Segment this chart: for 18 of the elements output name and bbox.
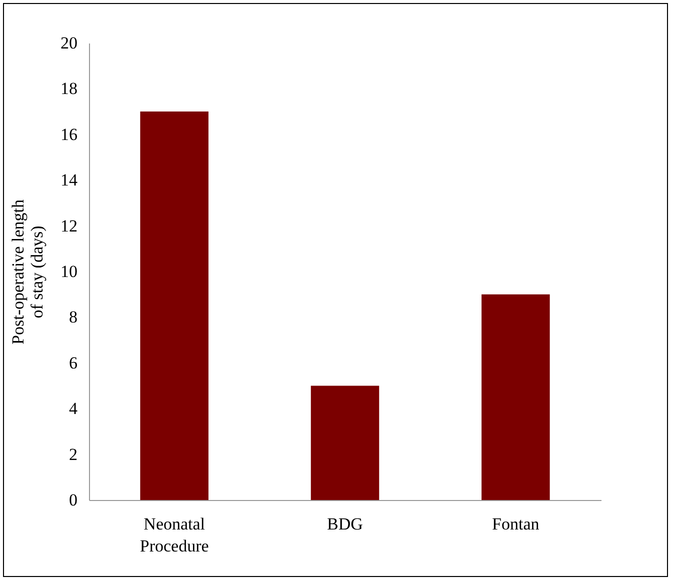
- x-tick-label: Neonatal Procedure: [140, 514, 209, 556]
- y-tick-label: 0: [69, 490, 78, 510]
- y-tick-label: 16: [60, 124, 78, 144]
- bar: [310, 386, 380, 500]
- y-tick-label: 18: [60, 79, 78, 98]
- y-tick-label: 4: [69, 399, 78, 418]
- y-tick-label: 10: [60, 262, 78, 281]
- y-axis-title: Post-operative length of stay (days): [8, 199, 46, 344]
- x-tick-label: BDG: [327, 514, 363, 534]
- y-tick-label: 2: [69, 444, 78, 464]
- y-tick-label: 20: [60, 34, 78, 52]
- y-tick-label: 8: [69, 308, 78, 327]
- bar: [140, 112, 208, 500]
- y-tick-label: 6: [69, 353, 78, 372]
- y-tick-label: 12: [60, 216, 78, 236]
- bar: [482, 294, 550, 500]
- x-tick-label: Fontan: [492, 514, 540, 534]
- y-tick-label: 14: [60, 170, 78, 190]
